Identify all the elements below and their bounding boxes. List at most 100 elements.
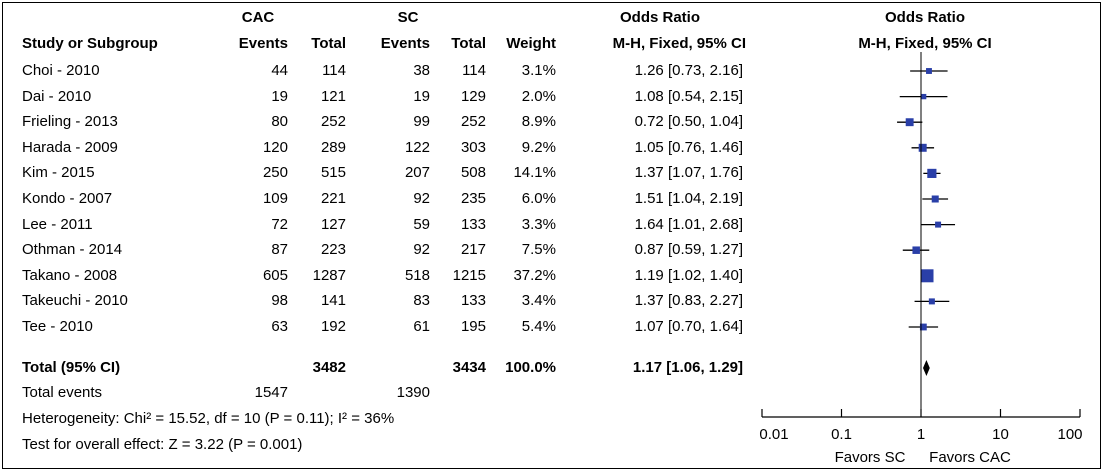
total2: 235: [460, 190, 486, 207]
weight: 5.4%: [521, 318, 556, 335]
ci-text: 1.26 [0.73, 2.16]: [634, 62, 743, 79]
study-name: Othman - 2014: [22, 241, 123, 259]
events1: 109: [262, 190, 288, 207]
favors-left-label: Favors SC: [834, 449, 906, 466]
total2: 114: [462, 62, 486, 79]
total2: 133: [460, 215, 486, 233]
study-marker: [912, 246, 920, 254]
events2: 207: [404, 164, 430, 182]
study-name: Kondo - 2007: [22, 190, 113, 207]
total-diamond: [923, 360, 930, 376]
total2-value: 3434: [452, 359, 486, 376]
total1-column-header: Total: [311, 35, 346, 52]
total1: 114: [322, 62, 346, 79]
ci-text: 1.07 [0.70, 1.64]: [634, 318, 743, 335]
x-tick-label: 100: [1057, 426, 1083, 443]
x-tick-label: 0.1: [831, 426, 852, 443]
total1: 252: [320, 113, 346, 131]
total1: 192: [320, 318, 346, 335]
total1: 223: [320, 241, 346, 259]
events1-column-header: Events: [238, 35, 288, 52]
weight: 7.5%: [521, 241, 556, 259]
study-marker: [920, 269, 934, 283]
total1-value: 3482: [312, 359, 346, 376]
events1: 19: [271, 87, 288, 105]
total2-column-header: Total: [451, 35, 486, 52]
study-name: Frieling - 2013: [22, 113, 118, 131]
study-name: Takeuchi - 2010: [22, 292, 128, 310]
weight: 9.2%: [521, 138, 556, 156]
events2: 61: [413, 318, 430, 335]
total1: 141: [320, 292, 346, 310]
weight: 8.9%: [521, 113, 556, 131]
x-tick-label: 1: [916, 426, 926, 443]
events2: 99: [413, 113, 430, 131]
total1: 221: [320, 190, 346, 207]
total2: 217: [460, 241, 486, 259]
events1: 44: [271, 62, 288, 79]
events2: 92: [413, 190, 430, 207]
ci-text: 0.87 [0.59, 1.27]: [634, 241, 743, 259]
events2: 518: [404, 266, 430, 284]
ci-text: 0.72 [0.50, 1.04]: [634, 113, 743, 131]
events2: 19: [413, 87, 430, 105]
study-marker: [928, 298, 935, 305]
events1: 72: [271, 215, 288, 233]
heterogeneity-text: Heterogeneity: Chi² = 15.52, df = 10 (P …: [22, 410, 395, 427]
events2: 83: [413, 292, 430, 310]
favors-right-label: Favors CAC: [929, 449, 1011, 466]
total1: 121: [320, 87, 346, 105]
total2: 195: [460, 318, 486, 335]
events1: 80: [271, 113, 288, 131]
study-name: Harada - 2009: [22, 138, 118, 156]
total1: 289: [320, 138, 346, 156]
events2: 122: [404, 138, 430, 156]
x-tick-label: 10: [992, 426, 1009, 443]
events2: 92: [413, 241, 430, 259]
total-events1: 1547: [254, 384, 288, 401]
or-method-header: M-H, Fixed, 95% CI: [612, 35, 746, 52]
total2: 1215: [452, 266, 486, 284]
study-name: Tee - 2010: [22, 318, 93, 335]
ci-text: 1.08 [0.54, 2.15]: [634, 87, 743, 105]
events1: 98: [271, 292, 288, 310]
total-ci-text: 1.17 [1.06, 1.29]: [632, 359, 743, 376]
total2: 252: [460, 113, 486, 131]
events1: 63: [271, 318, 288, 335]
study-marker: [926, 68, 932, 74]
total1: 127: [320, 215, 346, 233]
total1: 515: [320, 164, 346, 182]
overall-effect-text: Test for overall effect: Z = 3.22 (P = 0…: [22, 436, 303, 453]
events2: 38: [413, 62, 430, 79]
events1: 87: [271, 241, 288, 259]
total-weight: 100.0%: [505, 359, 556, 376]
total2: 129: [460, 87, 486, 105]
study-column-header: Study or Subgroup: [22, 35, 158, 52]
weight: 3.3%: [521, 215, 556, 233]
weight: 2.0%: [521, 87, 556, 105]
study-marker: [919, 323, 927, 331]
ci-text: 1.51 [1.04, 2.19]: [634, 190, 743, 207]
study-marker: [931, 195, 939, 203]
weight-column-header: Weight: [506, 35, 556, 52]
or-plot-header: Odds Ratio: [884, 9, 965, 26]
study-marker: [935, 221, 942, 228]
total-events-label: Total events: [22, 384, 103, 401]
or-plot-method-header: M-H, Fixed, 95% CI: [858, 35, 992, 52]
weight: 3.1%: [521, 62, 556, 79]
ci-text: 1.64 [1.01, 2.68]: [634, 215, 743, 233]
or-text-header: Odds Ratio: [619, 9, 700, 26]
group2-header: SC: [397, 9, 419, 26]
weight: 3.4%: [521, 292, 556, 310]
group1-header: CAC: [241, 9, 275, 26]
total1: 1287: [312, 266, 346, 284]
total2: 303: [460, 138, 486, 156]
study-marker: [918, 143, 927, 152]
weight: 37.2%: [513, 266, 556, 284]
events1: 605: [262, 266, 288, 284]
ci-text: 1.37 [1.07, 1.76]: [634, 164, 743, 182]
total2: 508: [460, 164, 486, 182]
weight: 6.0%: [521, 190, 556, 207]
